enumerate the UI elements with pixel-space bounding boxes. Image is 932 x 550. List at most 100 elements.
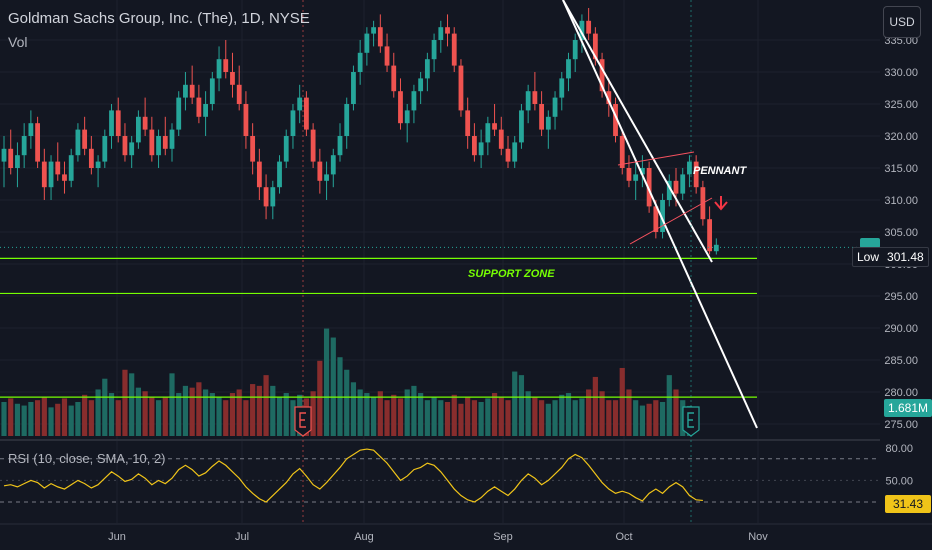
rsi-line — [3, 448, 703, 503]
rsi-tick-label: 50.00 — [885, 475, 913, 487]
candle-body — [88, 148, 94, 168]
volume-bar — [579, 398, 585, 436]
volume-bars — [1, 328, 693, 436]
volume-bar — [243, 400, 249, 436]
volume-bar — [41, 396, 47, 436]
volume-bar — [276, 396, 283, 436]
volume-bar — [263, 375, 269, 436]
low-value: 301.48 — [887, 250, 924, 264]
currency-button[interactable]: USD — [883, 6, 921, 38]
volume-bar — [135, 387, 141, 436]
candle-body — [82, 129, 88, 149]
volume-bar — [565, 393, 572, 436]
candle-body — [424, 59, 430, 79]
candle-body — [391, 65, 397, 92]
volume-bar — [1, 401, 7, 436]
candle-body — [324, 174, 329, 181]
earnings-e-icon — [294, 406, 312, 437]
candle-body — [68, 155, 74, 181]
candle-body — [337, 136, 343, 156]
volume-bar — [498, 396, 504, 436]
candle-body — [532, 91, 538, 104]
volume-bar — [95, 389, 101, 436]
candle-body — [15, 155, 20, 168]
candle-body — [304, 97, 309, 130]
volume-bar — [592, 376, 598, 436]
candle-body — [579, 20, 585, 40]
time-tick-label: Jun — [108, 531, 126, 543]
candlesticks — [1, 8, 719, 255]
volume-bar — [357, 389, 363, 436]
candle-body — [209, 78, 215, 104]
volume-bar — [451, 394, 457, 436]
candle-body — [559, 78, 565, 98]
candle-body — [626, 168, 632, 181]
volume-bar — [458, 403, 464, 436]
candle-body — [263, 187, 269, 207]
volume-bar — [666, 375, 672, 436]
volume-bar — [48, 407, 54, 436]
candle-body — [344, 104, 350, 136]
volume-bar — [633, 400, 639, 436]
candle-body — [28, 123, 34, 136]
volume-bar — [512, 371, 518, 436]
candle-body — [75, 129, 81, 156]
volume-bar — [203, 389, 209, 436]
volume-bar — [189, 387, 195, 436]
volume-bar — [559, 394, 565, 436]
price-tick-label: 280.00 — [884, 387, 918, 399]
volume-bar — [223, 400, 229, 436]
candle-body — [21, 136, 27, 156]
low-price-badge: Low 301.48 — [852, 247, 929, 267]
volume-bar — [532, 396, 538, 436]
volume-bar — [61, 398, 68, 436]
volume-bar — [485, 398, 491, 436]
volume-bar — [310, 391, 316, 436]
volume-bar — [619, 367, 625, 436]
trendline-upper — [562, 0, 758, 429]
chart-grid — [0, 0, 932, 523]
volume-bar — [82, 394, 88, 436]
volume-value-badge: 1.681M — [884, 399, 932, 417]
volume-bar — [35, 400, 41, 436]
candle-body — [230, 72, 235, 85]
volume-bar — [397, 398, 404, 436]
volume-bar — [122, 369, 128, 436]
volume-bar — [142, 391, 148, 436]
volume-bar — [28, 401, 34, 436]
volume-bar — [169, 373, 175, 436]
volume-bar — [216, 396, 222, 436]
candle-body — [189, 84, 195, 98]
volume-bar — [391, 394, 397, 436]
candle-body — [687, 161, 692, 175]
rsi-indicator-label: RSI (10, close, SMA, 10, 2) — [8, 451, 166, 466]
candle-body — [223, 59, 229, 72]
volume-bar — [586, 389, 592, 436]
candle-body — [498, 129, 504, 149]
volume-bar — [108, 393, 115, 436]
volume-bar — [371, 396, 377, 436]
candle-body — [606, 91, 612, 104]
volume-bar — [404, 389, 410, 436]
volume-bar — [256, 385, 262, 436]
rsi-tick-label: 80.00 — [885, 443, 913, 455]
pennant-bottom-line — [629, 197, 713, 245]
volume-bar — [344, 369, 350, 436]
volume-bar — [14, 403, 21, 436]
candle-body — [633, 174, 639, 181]
volume-bar — [525, 391, 531, 436]
candle-body — [169, 129, 175, 149]
candle-body — [572, 40, 578, 60]
candle-body — [136, 116, 141, 143]
candle-body — [539, 104, 544, 130]
candle-body — [485, 123, 491, 143]
candle-body — [552, 97, 558, 117]
candle-body — [55, 161, 61, 175]
candle-body — [478, 142, 484, 156]
candle-body — [438, 27, 444, 40]
price-tick-label: 330.00 — [884, 67, 918, 79]
earnings-e-icon — [682, 406, 700, 437]
candle-body — [398, 91, 403, 124]
candle-body — [156, 136, 161, 156]
